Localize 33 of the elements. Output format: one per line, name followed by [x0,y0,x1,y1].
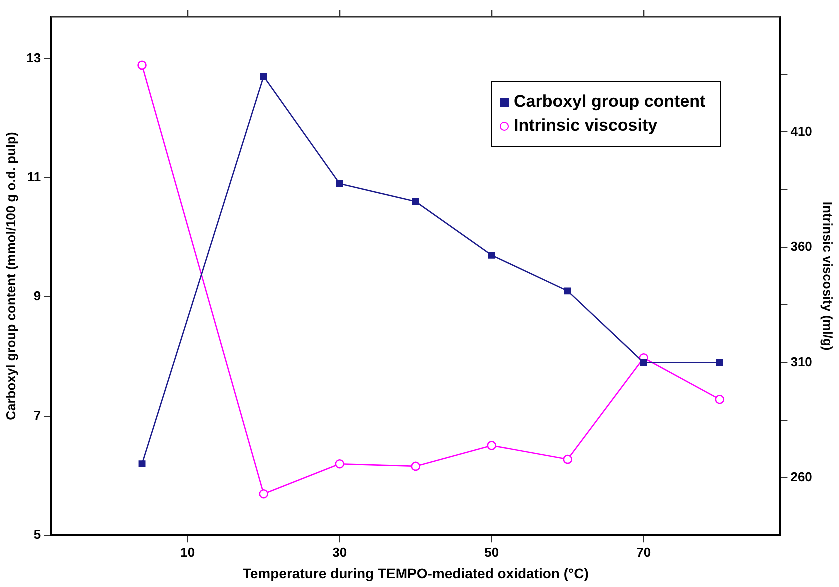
y2-axis-title: Intrinsic viscosity (ml/g) [820,202,836,351]
point [412,198,420,206]
y-tick-label: 11 [27,170,42,185]
y2-tick-label: 360 [790,239,812,254]
legend-label: Intrinsic viscosity [514,116,658,136]
y-tick-label: 5 [34,527,42,542]
point [488,252,496,259]
y-tick-label: 7 [34,408,42,423]
point [563,454,573,464]
point [335,460,345,469]
point [138,60,147,70]
x-tick-label: 70 [636,544,652,560]
x-tick-label: 10 [180,544,196,560]
point [260,73,268,80]
y-tick-label: 13 [26,50,42,66]
point [411,462,421,472]
point [715,394,725,404]
y-axis-title: Carboxyl group content (mmol/100 g o.d. pulp) [3,132,18,420]
point [564,288,572,295]
y2-tick-label: 310 [790,354,812,370]
y-tick-label: 9 [34,288,42,304]
x-axis-title: Temperature during TEMPO-mediated oxidation (°C) [242,565,589,582]
point [640,359,648,366]
y2-tick-label: 410 [790,124,812,139]
x-tick-label: 30 [332,544,348,560]
point [487,441,497,450]
point [336,180,344,188]
point [138,460,146,468]
point [259,489,269,499]
x-tick-label: 50 [484,544,500,560]
y2-tick-label: 260 [790,470,812,485]
legend-label: Carboxyl group content [514,92,706,112]
point [716,359,724,366]
